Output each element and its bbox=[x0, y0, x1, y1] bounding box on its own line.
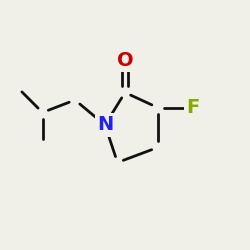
Text: O: O bbox=[117, 50, 133, 70]
Text: F: F bbox=[186, 98, 199, 117]
Text: N: N bbox=[97, 116, 113, 134]
